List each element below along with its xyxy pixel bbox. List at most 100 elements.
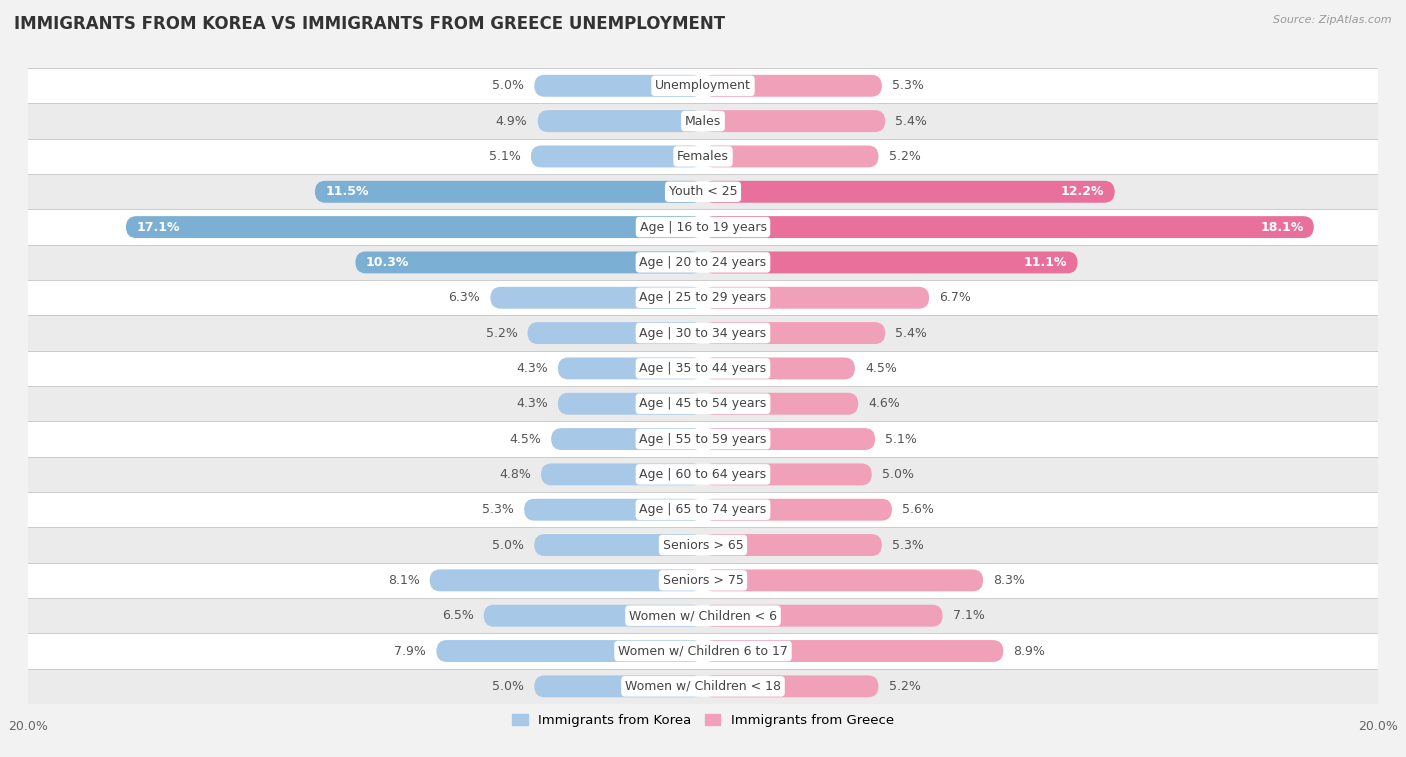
Text: Youth < 25: Youth < 25 — [669, 185, 737, 198]
FancyBboxPatch shape — [541, 463, 703, 485]
Text: Age | 16 to 19 years: Age | 16 to 19 years — [640, 220, 766, 234]
FancyBboxPatch shape — [703, 357, 855, 379]
Text: Seniors > 65: Seniors > 65 — [662, 538, 744, 552]
Text: Women w/ Children < 18: Women w/ Children < 18 — [626, 680, 780, 693]
Text: 7.9%: 7.9% — [395, 644, 426, 658]
FancyBboxPatch shape — [703, 428, 875, 450]
Text: 5.4%: 5.4% — [896, 114, 927, 128]
FancyBboxPatch shape — [703, 181, 1115, 203]
FancyBboxPatch shape — [28, 210, 1378, 245]
Text: 5.3%: 5.3% — [891, 538, 924, 552]
FancyBboxPatch shape — [28, 350, 1378, 386]
FancyBboxPatch shape — [315, 181, 703, 203]
FancyBboxPatch shape — [28, 492, 1378, 528]
FancyBboxPatch shape — [558, 393, 703, 415]
Text: 18.1%: 18.1% — [1260, 220, 1303, 234]
FancyBboxPatch shape — [28, 280, 1378, 316]
FancyBboxPatch shape — [28, 104, 1378, 139]
Text: 5.2%: 5.2% — [889, 150, 921, 163]
FancyBboxPatch shape — [28, 634, 1378, 668]
FancyBboxPatch shape — [28, 316, 1378, 350]
FancyBboxPatch shape — [703, 569, 983, 591]
Text: Age | 60 to 64 years: Age | 60 to 64 years — [640, 468, 766, 481]
Text: 17.1%: 17.1% — [136, 220, 180, 234]
FancyBboxPatch shape — [703, 251, 1077, 273]
FancyBboxPatch shape — [703, 499, 891, 521]
FancyBboxPatch shape — [28, 668, 1378, 704]
Text: 4.5%: 4.5% — [865, 362, 897, 375]
Text: 12.2%: 12.2% — [1062, 185, 1105, 198]
Text: 5.1%: 5.1% — [886, 432, 917, 446]
Text: 4.3%: 4.3% — [516, 397, 548, 410]
FancyBboxPatch shape — [703, 145, 879, 167]
Text: 5.4%: 5.4% — [896, 326, 927, 340]
Text: IMMIGRANTS FROM KOREA VS IMMIGRANTS FROM GREECE UNEMPLOYMENT: IMMIGRANTS FROM KOREA VS IMMIGRANTS FROM… — [14, 15, 725, 33]
FancyBboxPatch shape — [703, 75, 882, 97]
FancyBboxPatch shape — [703, 111, 886, 132]
FancyBboxPatch shape — [703, 217, 1313, 238]
FancyBboxPatch shape — [534, 675, 703, 697]
Text: Age | 25 to 29 years: Age | 25 to 29 years — [640, 291, 766, 304]
Text: 6.5%: 6.5% — [441, 609, 474, 622]
FancyBboxPatch shape — [28, 245, 1378, 280]
Text: Source: ZipAtlas.com: Source: ZipAtlas.com — [1274, 15, 1392, 25]
FancyBboxPatch shape — [534, 534, 703, 556]
Text: 6.7%: 6.7% — [939, 291, 972, 304]
Text: 5.6%: 5.6% — [903, 503, 934, 516]
FancyBboxPatch shape — [703, 534, 882, 556]
Text: 5.0%: 5.0% — [492, 680, 524, 693]
Text: 6.3%: 6.3% — [449, 291, 481, 304]
FancyBboxPatch shape — [703, 287, 929, 309]
Text: Age | 35 to 44 years: Age | 35 to 44 years — [640, 362, 766, 375]
Text: 5.3%: 5.3% — [482, 503, 515, 516]
FancyBboxPatch shape — [558, 357, 703, 379]
Text: 5.2%: 5.2% — [889, 680, 921, 693]
FancyBboxPatch shape — [356, 251, 703, 273]
Text: 5.3%: 5.3% — [891, 79, 924, 92]
Text: Age | 45 to 54 years: Age | 45 to 54 years — [640, 397, 766, 410]
Text: 11.1%: 11.1% — [1024, 256, 1067, 269]
FancyBboxPatch shape — [703, 605, 942, 627]
Text: 8.9%: 8.9% — [1014, 644, 1045, 658]
FancyBboxPatch shape — [28, 528, 1378, 562]
FancyBboxPatch shape — [430, 569, 703, 591]
Text: 5.0%: 5.0% — [492, 79, 524, 92]
FancyBboxPatch shape — [531, 145, 703, 167]
FancyBboxPatch shape — [703, 393, 858, 415]
FancyBboxPatch shape — [551, 428, 703, 450]
FancyBboxPatch shape — [537, 111, 703, 132]
Text: Unemployment: Unemployment — [655, 79, 751, 92]
FancyBboxPatch shape — [28, 174, 1378, 210]
Text: 5.2%: 5.2% — [485, 326, 517, 340]
Text: 4.8%: 4.8% — [499, 468, 531, 481]
FancyBboxPatch shape — [484, 605, 703, 627]
Text: Women w/ Children < 6: Women w/ Children < 6 — [628, 609, 778, 622]
FancyBboxPatch shape — [527, 322, 703, 344]
FancyBboxPatch shape — [491, 287, 703, 309]
Text: 5.0%: 5.0% — [882, 468, 914, 481]
FancyBboxPatch shape — [703, 675, 879, 697]
FancyBboxPatch shape — [28, 456, 1378, 492]
Text: 4.3%: 4.3% — [516, 362, 548, 375]
FancyBboxPatch shape — [703, 322, 886, 344]
Text: 10.3%: 10.3% — [366, 256, 409, 269]
Text: 4.6%: 4.6% — [869, 397, 900, 410]
Text: 5.0%: 5.0% — [492, 538, 524, 552]
Text: 8.1%: 8.1% — [388, 574, 419, 587]
Text: Age | 55 to 59 years: Age | 55 to 59 years — [640, 432, 766, 446]
Text: Age | 20 to 24 years: Age | 20 to 24 years — [640, 256, 766, 269]
Text: Age | 65 to 74 years: Age | 65 to 74 years — [640, 503, 766, 516]
Text: 11.5%: 11.5% — [325, 185, 368, 198]
Text: Females: Females — [678, 150, 728, 163]
Legend: Immigrants from Korea, Immigrants from Greece: Immigrants from Korea, Immigrants from G… — [506, 709, 900, 732]
Text: Age | 30 to 34 years: Age | 30 to 34 years — [640, 326, 766, 340]
FancyBboxPatch shape — [127, 217, 703, 238]
FancyBboxPatch shape — [703, 640, 1004, 662]
FancyBboxPatch shape — [524, 499, 703, 521]
FancyBboxPatch shape — [28, 139, 1378, 174]
FancyBboxPatch shape — [28, 562, 1378, 598]
FancyBboxPatch shape — [534, 75, 703, 97]
FancyBboxPatch shape — [703, 463, 872, 485]
FancyBboxPatch shape — [28, 68, 1378, 104]
Text: 8.3%: 8.3% — [993, 574, 1025, 587]
